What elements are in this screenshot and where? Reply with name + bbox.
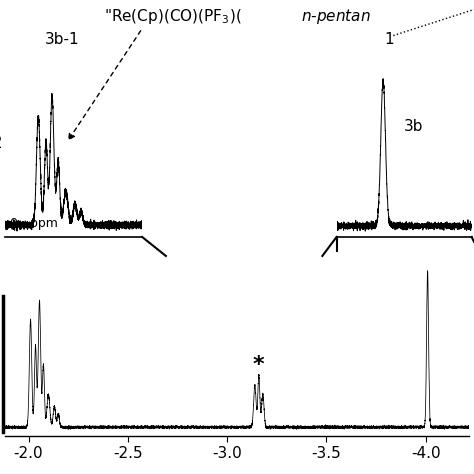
Text: 1: 1 [384, 32, 393, 47]
Text: *: * [253, 355, 264, 374]
Text: 3b: 3b [404, 118, 424, 134]
Text: 0   ppm: 0 ppm [10, 217, 58, 230]
Text: 3b-1: 3b-1 [45, 32, 80, 47]
Text: $n$-pentan: $n$-pentan [301, 7, 371, 26]
Text: 2: 2 [0, 134, 2, 152]
Text: "Re(Cp)(CO)(PF$_3$)(: "Re(Cp)(CO)(PF$_3$)( [104, 7, 242, 26]
